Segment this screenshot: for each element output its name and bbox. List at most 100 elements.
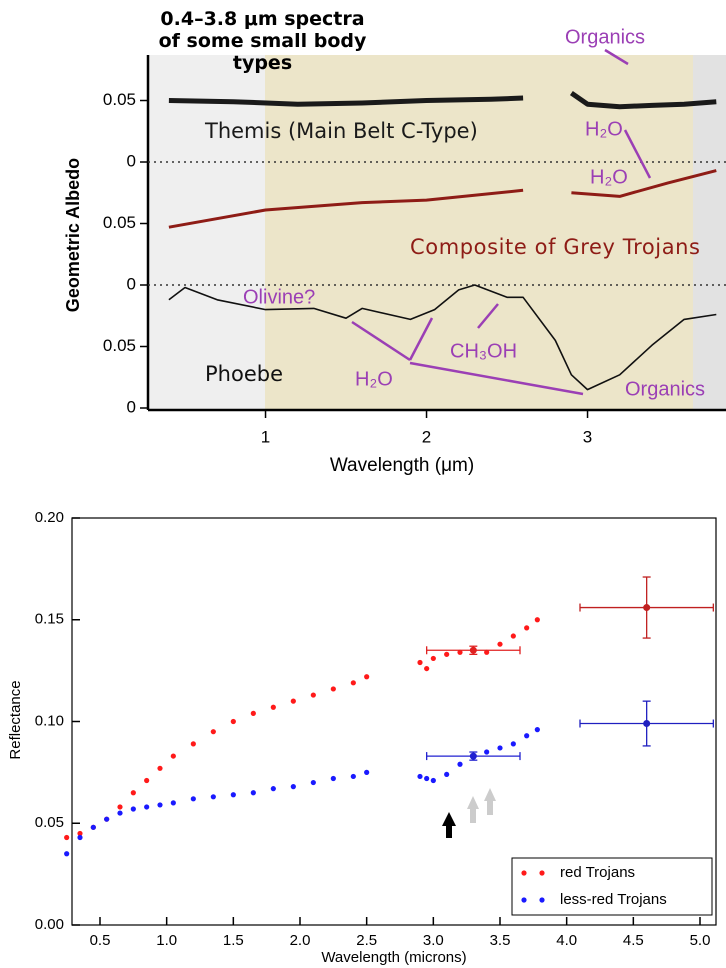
feature-arrows <box>442 788 496 838</box>
y-tick-label: 0.20 <box>35 509 64 526</box>
legend-swatch <box>521 897 527 903</box>
data-point <box>270 786 276 792</box>
data-point <box>524 733 530 739</box>
data-point <box>64 834 70 841</box>
y-tick-label: 0.15 <box>35 611 64 628</box>
x-tick-label: 3 <box>583 427 592 446</box>
data-point <box>484 649 490 655</box>
data-point <box>290 784 296 790</box>
annotation: Organics <box>625 378 705 400</box>
data-point <box>230 792 236 798</box>
data-point <box>534 617 540 623</box>
data-point <box>157 765 163 771</box>
arrow <box>409 361 584 396</box>
data-point <box>364 674 370 680</box>
arrow <box>467 796 479 823</box>
annotation: H₂O <box>585 118 623 140</box>
data-point <box>157 802 163 808</box>
x-tick-label: 2.0 <box>290 932 311 949</box>
legend-label: red Trojans <box>560 864 635 881</box>
chart-title: 0.4–3.8 μm spectra of some small body ty… <box>158 8 367 74</box>
x-tick-label: 1.0 <box>156 932 177 949</box>
y-tick-label: 0.05 <box>35 814 64 831</box>
x-tick-label: 4.0 <box>556 932 577 949</box>
spectrum-line <box>168 284 717 391</box>
data-point <box>457 761 463 767</box>
data-point <box>330 686 336 692</box>
data-point <box>250 790 256 796</box>
x-tick-label: 4.5 <box>623 932 644 949</box>
data-point <box>270 704 276 710</box>
data-point <box>457 649 463 655</box>
data-point <box>130 790 136 796</box>
legend-swatch <box>539 897 545 903</box>
y-tick-label: 0 <box>127 274 136 293</box>
data-point <box>170 753 176 759</box>
y-tick-label: 0 <box>127 151 136 170</box>
series-label: Phoebe <box>205 362 283 386</box>
data-point <box>210 794 216 800</box>
data-point <box>230 718 236 725</box>
arrow <box>477 303 499 329</box>
x-tick-label: 2 <box>422 427 431 446</box>
data-point <box>430 655 436 662</box>
data-point <box>210 729 216 735</box>
data-point <box>497 745 503 751</box>
data-point <box>417 773 423 780</box>
x-tick-label: 1 <box>261 427 270 446</box>
y-tick-label: 0.00 <box>35 916 64 933</box>
legend-frame <box>511 857 713 916</box>
data-point <box>510 633 516 639</box>
data-point <box>430 777 436 784</box>
data-point <box>350 680 356 686</box>
data-point <box>290 698 296 704</box>
arrow <box>484 788 496 815</box>
y-tick-label: 0.05 <box>103 213 136 232</box>
data-point <box>104 816 110 822</box>
top-chart: 0 0.05 0 0.05 0 0.05 1 2 3 Wavelength (μm) Geometr… <box>63 26 726 476</box>
y-tick-label: 0.05 <box>103 336 136 355</box>
data-point <box>524 625 530 631</box>
y-tick-label: 0.05 <box>103 90 136 109</box>
legend-swatch <box>539 870 545 876</box>
x-tick-label: 3.0 <box>423 932 444 949</box>
bg-band <box>148 55 265 410</box>
annotation: H₂O <box>355 368 393 390</box>
series-label: Themis (Main Belt C-Type) <box>204 119 478 143</box>
x-axis-label: Wavelength (μm) <box>330 455 474 476</box>
data-point <box>117 810 123 816</box>
error-point <box>469 646 477 654</box>
data-point <box>510 741 516 747</box>
arrow <box>623 129 652 179</box>
annotation: Organics <box>565 26 645 48</box>
spectrum-line <box>168 91 717 110</box>
data-point <box>424 665 430 672</box>
y-axis-label: Reflectance <box>7 680 24 759</box>
bg-band <box>265 55 693 410</box>
arrow <box>408 317 434 361</box>
y-tick-label: 0.10 <box>35 712 64 729</box>
annotation: CH₃OH <box>450 340 517 362</box>
arrow <box>442 812 456 838</box>
data-point <box>190 796 196 802</box>
data-point <box>310 779 316 786</box>
data-point <box>364 769 370 775</box>
annotation: H₂O <box>590 166 628 188</box>
bottom-chart: 0.00 0.05 0.10 0.15 0.20 0.5 1.0 1.5 2.0 2.5 3.0 3.… <box>7 509 717 966</box>
data-point <box>250 710 256 716</box>
error-point <box>643 604 651 612</box>
arrow <box>604 48 629 66</box>
annotation-arrows <box>351 48 652 396</box>
data-point <box>350 773 356 780</box>
series-label: Composite of Grey Trojans <box>410 235 700 259</box>
x-axis-label: Wavelength (microns) <box>321 949 466 966</box>
y-tick-label: 0 <box>127 397 136 416</box>
legend-label: less-red Trojans <box>560 891 667 908</box>
data-point <box>497 641 503 647</box>
x-tick-label: 0.5 <box>90 932 111 949</box>
error-point <box>469 752 477 760</box>
spectrum-line <box>168 169 717 229</box>
annotation: Olivine? <box>243 286 315 308</box>
